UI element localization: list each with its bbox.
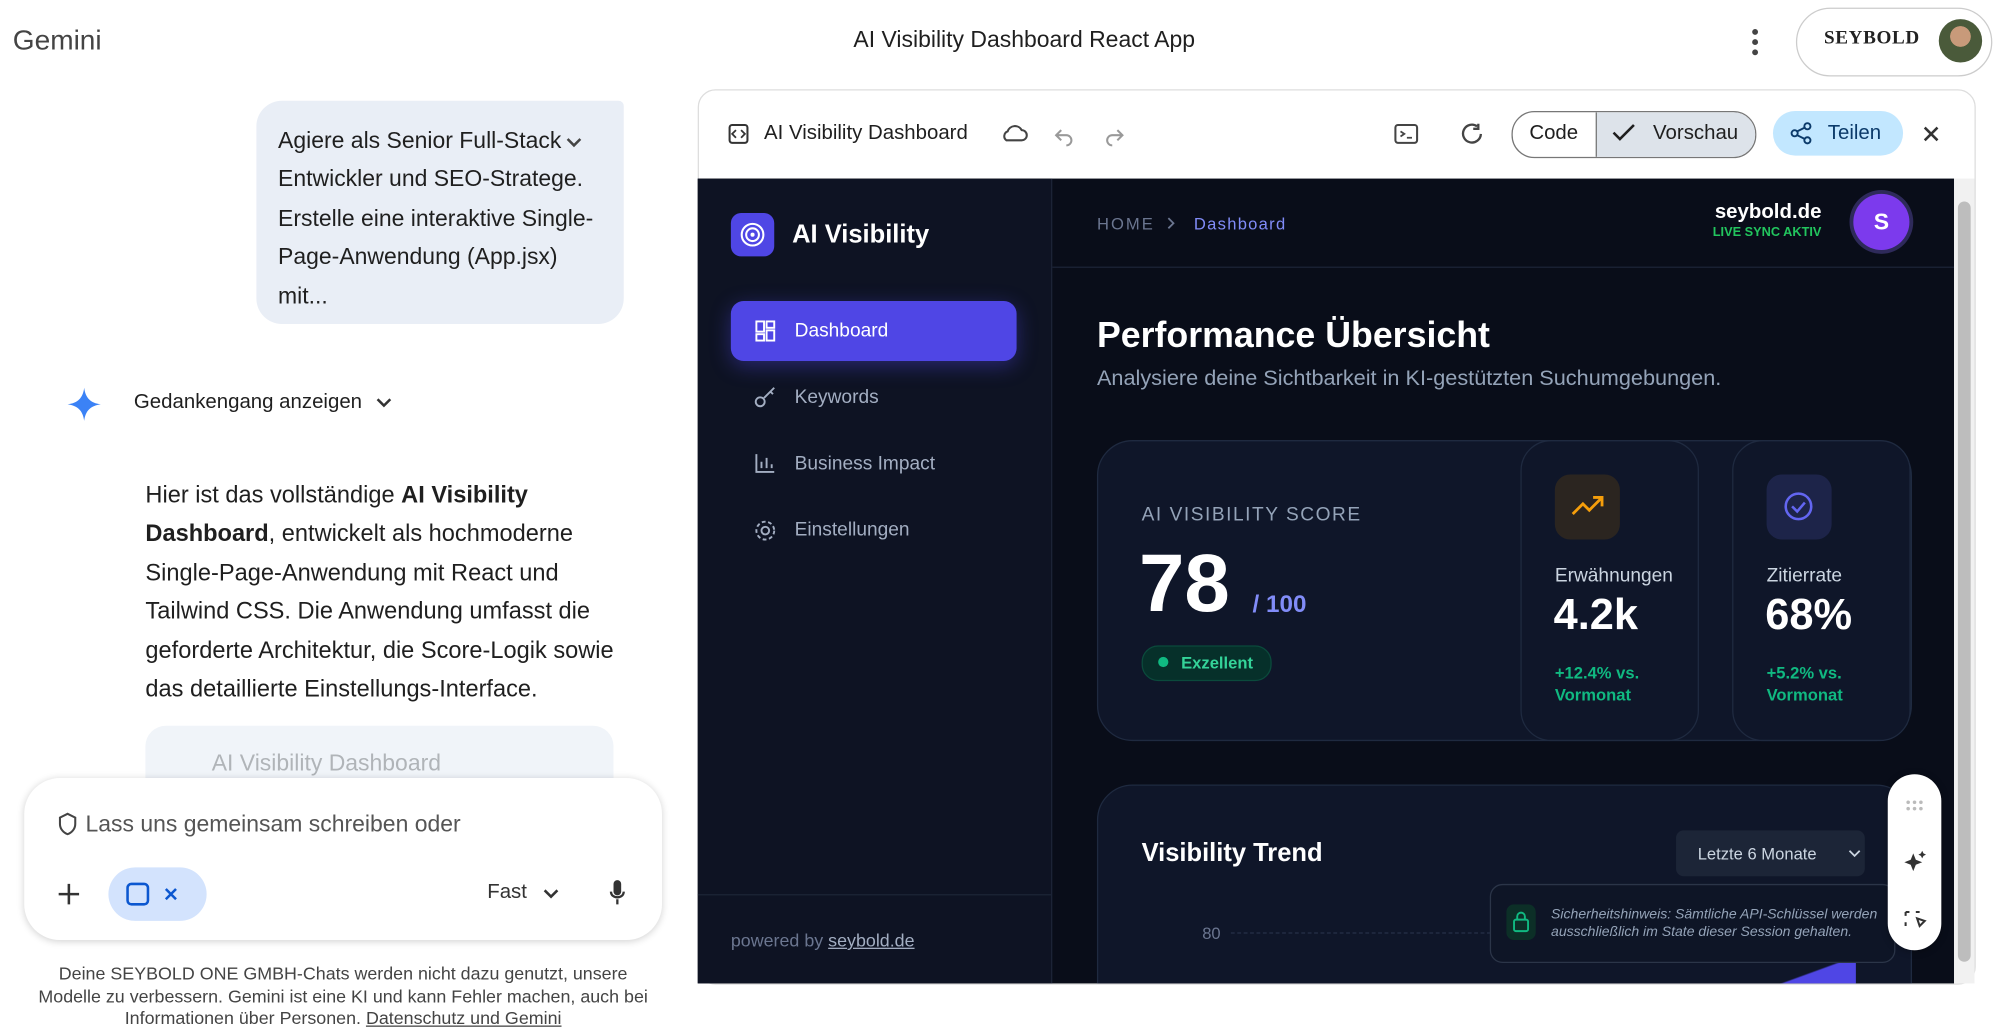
expand-icon[interactable] — [566, 138, 582, 148]
security-toast — [1489, 883, 1896, 964]
thinking-toggle[interactable]: Gedankengang anzeigen — [133, 391, 363, 414]
score-label: AI VISIBILITY SCORE — [1141, 503, 1362, 526]
lock-bg — [1506, 904, 1536, 941]
nav-active[interactable] — [730, 301, 1017, 361]
stat-value: 4.2k — [1553, 590, 1638, 640]
menu-button[interactable] — [1747, 28, 1762, 56]
user-avatar[interactable]: S — [1853, 193, 1910, 250]
disclaimer: Deine SEYBOLD ONE GMBH-Chats werden nich… — [26, 963, 661, 1030]
chevron — [1848, 850, 1861, 858]
console-refresh[interactable] — [1394, 122, 1486, 145]
chevron — [376, 398, 392, 408]
stat-change: +5.2% vs. Vormonat — [1766, 663, 1843, 705]
share-button[interactable] — [1772, 110, 1904, 156]
canvas-title: AI Visibility Dashboard — [764, 122, 968, 145]
privacy-link[interactable]: Datenschutz und Gemini — [365, 1007, 562, 1029]
preview-tab[interactable]: Vorschau — [1653, 122, 1739, 145]
app-name[interactable]: Gemini — [12, 24, 102, 57]
trend-line — [1730, 959, 1856, 984]
header-divider — [1052, 266, 1955, 268]
stat-label: Zitierrate — [1766, 565, 1843, 587]
trend-tick-label: 80 — [1202, 923, 1221, 943]
range-select[interactable] — [1676, 830, 1865, 877]
stat-value: 68% — [1765, 590, 1853, 640]
breadcrumb-home[interactable]: HOME — [1096, 214, 1155, 234]
chat-title: AI Visibility Dashboard React App — [853, 26, 1196, 53]
chip-icons[interactable] — [126, 882, 190, 906]
canvas-chip[interactable] — [108, 867, 207, 921]
footer-text: powered by — [730, 929, 829, 951]
view-toggle — [1511, 110, 1757, 159]
nav-icon — [754, 387, 775, 408]
artifact-title: AI Visibility Dashboard — [211, 749, 442, 776]
share-icon — [1790, 122, 1812, 145]
nav-item[interactable]: Business Impact — [794, 452, 936, 475]
nav-item[interactable]: Keywords — [794, 386, 879, 409]
add-button[interactable] — [58, 883, 80, 905]
target-icon — [740, 222, 765, 247]
input-placeholder[interactable]: Lass uns gemeinsam schreiben oder — [85, 811, 461, 837]
disclaimer-text: Deine SEYBOLD ONE GMBH-Chats werden nich… — [38, 963, 648, 1029]
nav-item[interactable]: Dashboard — [794, 320, 889, 342]
mode-selector[interactable]: Fast — [487, 881, 527, 904]
mic-button[interactable] — [609, 880, 625, 906]
toolbar-icons[interactable] — [1903, 797, 1929, 932]
breadcrumb-current: Dashboard — [1193, 214, 1287, 234]
sync-status: LIVE SYNC AKTIV — [1712, 225, 1822, 240]
check-circle-icon — [1784, 492, 1813, 521]
share-label: Teilen — [1827, 122, 1882, 145]
nav-item[interactable]: Einstellungen — [794, 519, 910, 541]
close-button[interactable] — [1923, 126, 1939, 142]
active-tab-bg — [1595, 112, 1756, 157]
nav-icon — [755, 320, 776, 342]
sidebar-divider — [697, 894, 1052, 896]
trend-up-icon — [1571, 496, 1604, 516]
page-subheading: Analysiere deine Sichtbarkeit in KI-gest… — [1096, 366, 1722, 391]
canvas-actions[interactable] — [1000, 124, 1140, 147]
account-name: SEYBOLD — [1823, 28, 1920, 49]
code-tab[interactable]: Code — [1529, 122, 1579, 145]
score-max: / 100 — [1252, 591, 1307, 619]
badge-label: Exzellent — [1181, 653, 1254, 673]
gemini-logo — [67, 387, 101, 421]
trend-title: Visibility Trend — [1141, 839, 1323, 868]
range-label: Letzte 6 Monate — [1697, 844, 1817, 864]
score-value: 78 — [1139, 536, 1230, 629]
brand-name: AI Visibility — [792, 220, 930, 249]
shield-icon — [58, 812, 77, 836]
breadcrumb-separator — [1167, 217, 1175, 229]
nav-icon — [755, 520, 776, 541]
stat-icon-bg — [1766, 474, 1832, 540]
site-name: seybold.de — [1714, 201, 1822, 224]
nav-icon — [755, 454, 775, 473]
stat-label: Erwähnungen — [1554, 565, 1673, 587]
scrollbar-thumb[interactable] — [1957, 201, 1971, 962]
stat-change: +12.4% vs. Vormonat — [1554, 663, 1640, 705]
response-text: Hier ist das vollständige AI Visibility … — [145, 476, 617, 709]
code-icon — [728, 123, 749, 144]
badge-dot — [1158, 656, 1169, 668]
account-pill[interactable] — [1795, 7, 1993, 77]
sidebar — [697, 178, 1053, 984]
account-avatar[interactable] — [1938, 19, 1983, 63]
chevron — [543, 889, 559, 899]
page-heading: Performance Übersicht — [1096, 315, 1490, 355]
check-icon — [1612, 124, 1635, 141]
footer-link[interactable]: seybold.de — [828, 929, 915, 951]
security-note: Sicherheitshinweis: Sämtliche API-Schlüs… — [1551, 906, 1878, 941]
sidebar-footer: powered by seybold.de — [731, 930, 915, 950]
response-rest: , entwickelt als hochmoderne Single-Page… — [145, 519, 614, 702]
user-prompt: Agiere als Senior Full-Stack Entwickler … — [256, 100, 624, 324]
lock-icon — [1513, 911, 1530, 933]
response-intro: Hier ist das vollständige — [145, 480, 402, 508]
response-bold: AI Visibility Dashboard — [145, 480, 528, 547]
